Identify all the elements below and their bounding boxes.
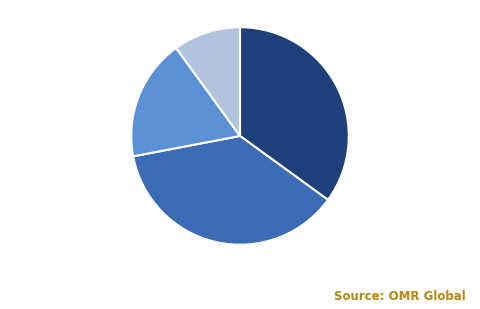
Wedge shape xyxy=(133,136,328,245)
Text: Source: OMR Global: Source: OMR Global xyxy=(334,290,466,303)
Wedge shape xyxy=(176,27,240,136)
Wedge shape xyxy=(240,27,349,200)
Wedge shape xyxy=(131,48,240,156)
